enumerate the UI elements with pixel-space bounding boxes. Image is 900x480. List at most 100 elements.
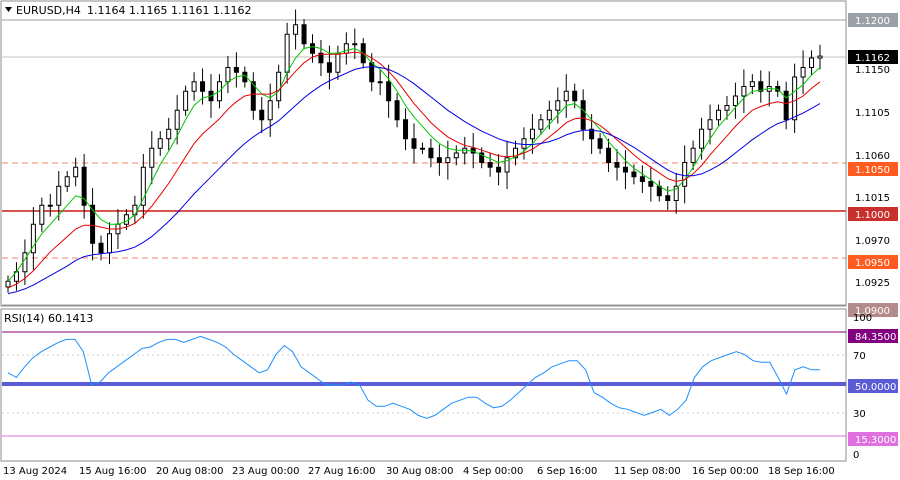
- candle-body: [783, 90, 789, 121]
- candle-body: [690, 147, 696, 163]
- candle: [318, 39, 324, 77]
- candle: [614, 149, 620, 181]
- candle-body: [436, 157, 442, 163]
- candle-body: [741, 86, 747, 97]
- candle-body: [183, 90, 189, 111]
- candle: [445, 140, 451, 180]
- candle: [792, 63, 798, 134]
- candle: [716, 104, 721, 126]
- price-label-1-1000: 1.1000: [855, 210, 890, 221]
- candle-body: [749, 81, 755, 87]
- candle: [682, 145, 688, 204]
- tick-label-1-1060: 1.1060: [855, 151, 890, 162]
- candle: [47, 193, 53, 217]
- tick-label-1-0970: 1.0970: [855, 236, 890, 247]
- price-label-bg-1-0950: [848, 255, 898, 269]
- tick-label-1-0925: 1.0925: [855, 278, 890, 289]
- x-tick-0: 13 Aug 2024: [3, 466, 67, 477]
- candle-body: [98, 242, 104, 254]
- candle-body: [352, 43, 358, 46]
- y-axis-rsi: 100 84.3500 70 50.0000 30 15.3000 0: [848, 313, 898, 461]
- x-tick-9: 16 Sep 00:00: [692, 466, 759, 477]
- candle: [665, 186, 671, 210]
- candle-body: [513, 147, 518, 159]
- dropdown-triangle-icon[interactable]: [5, 7, 12, 12]
- candle-body: [445, 157, 451, 163]
- candle-body: [318, 52, 324, 64]
- candle-body: [419, 147, 425, 150]
- candle: [149, 131, 155, 185]
- candle-body: [326, 62, 332, 73]
- candle: [386, 64, 392, 118]
- candle: [817, 44, 823, 70]
- candle-body: [301, 24, 307, 45]
- rsi-label-50: 50.0000: [855, 382, 896, 393]
- candle: [335, 45, 341, 80]
- candle: [56, 171, 62, 221]
- candle: [529, 114, 535, 154]
- candle-body: [403, 119, 409, 140]
- candle: [225, 56, 231, 94]
- candle-body: [639, 176, 645, 182]
- candle-body: [335, 52, 341, 73]
- candle-body: [259, 109, 265, 121]
- x-tick-2: 20 Aug 08:00: [156, 466, 223, 477]
- candle-body: [369, 62, 375, 83]
- price-label-bg-1-1200: [848, 13, 898, 27]
- candle-body: [563, 90, 569, 102]
- candle: [479, 147, 485, 169]
- candle-body: [107, 233, 112, 254]
- candle-body: [580, 100, 586, 130]
- candle: [352, 28, 358, 59]
- candle-body: [682, 162, 688, 187]
- candle: [673, 172, 679, 214]
- candle-body: [487, 162, 493, 168]
- candle: [580, 89, 586, 141]
- x-tick-8: 11 Sep 08:00: [614, 466, 681, 477]
- candle-body: [758, 81, 764, 92]
- x-tick-1: 15 Aug 16:00: [79, 466, 146, 477]
- candle: [64, 171, 70, 192]
- ma-slow-line: [7, 66, 821, 295]
- candle-body: [546, 109, 552, 121]
- candle: [132, 195, 138, 225]
- candle-body: [191, 81, 197, 92]
- ma-mid-line: [7, 51, 821, 289]
- candle: [809, 50, 815, 76]
- candle-body: [157, 138, 163, 149]
- candle-body: [174, 109, 180, 130]
- candle: [639, 165, 645, 193]
- candle: [419, 142, 425, 154]
- rsi-label-bg-84: [848, 329, 898, 343]
- candle-body: [394, 100, 400, 121]
- x-axis: 13 Aug 2024 15 Aug 16:00 20 Aug 08:00 23…: [3, 466, 835, 477]
- candle: [428, 138, 434, 168]
- candle: [183, 85, 189, 116]
- candle-body: [64, 176, 70, 187]
- price-label-1-0950: 1.0950: [855, 258, 890, 269]
- candle-body: [809, 57, 815, 68]
- candle: [250, 72, 256, 120]
- ohlc-label: 1.1164 1.1165 1.1161 1.1162: [87, 4, 251, 17]
- rsi-tick-0: 0: [853, 450, 859, 461]
- rsi-label-15: 15.3000: [855, 435, 896, 446]
- x-tick-3: 23 Aug 00:00: [232, 466, 299, 477]
- x-tick-6: 4 Sep 00:00: [463, 466, 523, 477]
- candle-body: [572, 90, 578, 102]
- candle: [555, 87, 561, 124]
- candle-body: [5, 280, 11, 288]
- candle-body: [30, 223, 36, 254]
- candle-body: [411, 138, 417, 149]
- candle: [732, 82, 738, 119]
- candle: [394, 93, 400, 128]
- rsi-label-bg-50: [848, 379, 898, 393]
- candle: [504, 140, 510, 190]
- candle-body: [732, 95, 738, 106]
- rsi-tick-70: 70: [853, 351, 866, 362]
- candle-body: [631, 171, 637, 178]
- candle-body: [716, 109, 721, 121]
- x-tick-4: 27 Aug 16:00: [308, 466, 375, 477]
- x-tick-10: 18 Sep 16:00: [768, 466, 835, 477]
- candle: [403, 108, 409, 151]
